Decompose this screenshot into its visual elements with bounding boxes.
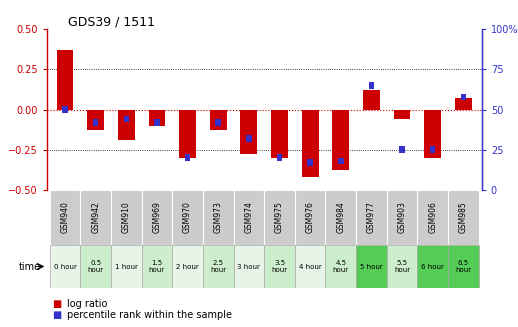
Text: 4.5
hour: 4.5 hour <box>333 260 349 273</box>
Bar <box>50 190 80 245</box>
Bar <box>210 110 227 130</box>
Bar <box>325 245 356 288</box>
Bar <box>356 245 387 288</box>
Bar <box>203 245 234 288</box>
Bar <box>62 106 68 113</box>
Text: 2.5
hour: 2.5 hour <box>210 260 226 273</box>
Bar <box>93 119 98 126</box>
Bar <box>56 50 74 110</box>
Text: GSM940: GSM940 <box>61 201 69 233</box>
Text: 4 hour: 4 hour <box>299 264 322 269</box>
Bar <box>418 190 448 245</box>
Text: GSM910: GSM910 <box>122 201 131 233</box>
Text: 3.5
hour: 3.5 hour <box>271 260 287 273</box>
Text: GSM984: GSM984 <box>336 201 346 233</box>
Text: GSM942: GSM942 <box>91 201 100 233</box>
Text: ■: ■ <box>52 299 61 309</box>
Text: GSM906: GSM906 <box>428 201 437 233</box>
Bar <box>179 110 196 158</box>
Text: 1.5
hour: 1.5 hour <box>149 260 165 273</box>
Bar <box>369 82 374 89</box>
Bar <box>461 94 466 100</box>
Text: GSM970: GSM970 <box>183 201 192 233</box>
Bar <box>399 146 405 153</box>
Bar <box>111 245 141 288</box>
Text: GSM974: GSM974 <box>244 201 253 233</box>
Text: log ratio: log ratio <box>67 299 108 309</box>
Text: 3 hour: 3 hour <box>237 264 261 269</box>
Bar <box>264 245 295 288</box>
Bar <box>307 159 313 165</box>
Bar <box>111 190 141 245</box>
Bar <box>87 110 104 130</box>
Bar <box>418 245 448 288</box>
Bar <box>271 110 288 158</box>
Bar <box>356 190 387 245</box>
Text: 1 hour: 1 hour <box>115 264 138 269</box>
Text: 5.5
hour: 5.5 hour <box>394 260 410 273</box>
Text: 5 hour: 5 hour <box>360 264 383 269</box>
Bar <box>246 135 252 142</box>
Text: GSM977: GSM977 <box>367 201 376 233</box>
Bar <box>424 110 441 158</box>
Text: GSM985: GSM985 <box>459 201 468 233</box>
Bar <box>387 190 418 245</box>
Bar <box>394 110 410 119</box>
Text: 2 hour: 2 hour <box>176 264 199 269</box>
Text: GDS39 / 1511: GDS39 / 1511 <box>68 15 155 28</box>
Bar <box>448 245 479 288</box>
Text: percentile rank within the sample: percentile rank within the sample <box>67 310 233 320</box>
Text: 6.5
hour: 6.5 hour <box>455 260 471 273</box>
Bar <box>333 110 349 170</box>
Text: time: time <box>19 262 41 271</box>
Bar <box>363 90 380 110</box>
Bar <box>80 245 111 288</box>
Bar <box>172 190 203 245</box>
Text: GSM976: GSM976 <box>306 201 314 233</box>
Bar <box>154 119 160 126</box>
Bar <box>172 245 203 288</box>
Bar <box>430 146 436 153</box>
Bar <box>264 190 295 245</box>
Bar <box>50 245 80 288</box>
Bar <box>301 110 319 177</box>
Bar <box>141 190 172 245</box>
Text: 0.5
hour: 0.5 hour <box>88 260 104 273</box>
Text: GSM975: GSM975 <box>275 201 284 233</box>
Bar <box>295 245 325 288</box>
Bar <box>387 245 418 288</box>
Bar <box>240 110 257 154</box>
Text: ■: ■ <box>52 310 61 320</box>
Text: GSM973: GSM973 <box>214 201 223 233</box>
Text: 6 hour: 6 hour <box>421 264 444 269</box>
Bar <box>80 190 111 245</box>
Bar <box>215 119 221 126</box>
Bar <box>234 245 264 288</box>
Bar <box>338 158 343 164</box>
Bar <box>448 190 479 245</box>
Bar <box>455 98 472 110</box>
Text: 0 hour: 0 hour <box>53 264 77 269</box>
Bar <box>325 190 356 245</box>
Bar <box>141 245 172 288</box>
Bar <box>295 190 325 245</box>
Bar <box>149 110 165 126</box>
Bar <box>118 110 135 140</box>
Bar <box>123 116 129 122</box>
Bar <box>185 154 190 161</box>
Bar <box>277 154 282 161</box>
Bar <box>203 190 234 245</box>
Bar <box>234 190 264 245</box>
Text: GSM903: GSM903 <box>398 201 407 233</box>
Text: GSM969: GSM969 <box>152 201 162 233</box>
